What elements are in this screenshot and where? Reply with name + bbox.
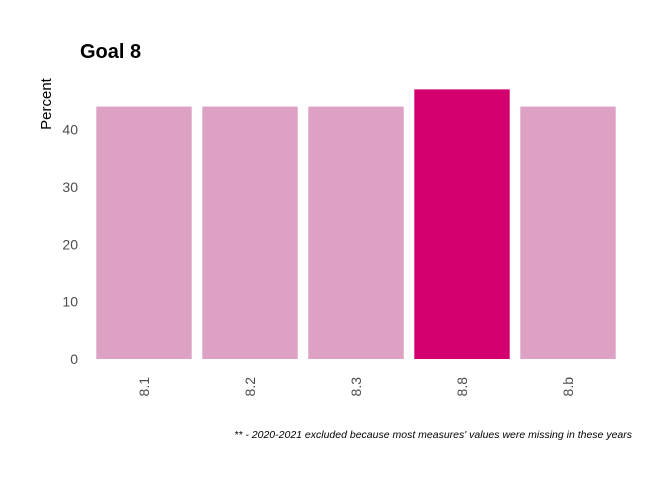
y-tick-label: 40 (62, 122, 78, 138)
y-axis: 0 10 20 30 40 (62, 122, 78, 367)
y-tick-label: 30 (62, 179, 78, 195)
bars (96, 89, 616, 360)
chart-title: Goal 8 (80, 41, 141, 63)
x-axis: 8.1 8.2 8.3 8.8 8.b (136, 377, 576, 397)
x-tick-label: 8.8 (454, 377, 470, 397)
x-tick-label: 8.b (560, 377, 576, 397)
y-axis-title: Percent (38, 77, 55, 130)
bar-8-b (520, 106, 616, 359)
x-tick-label: 8.3 (348, 377, 364, 397)
bar-8-1 (96, 106, 192, 359)
x-tick-label: 8.1 (136, 377, 152, 397)
y-tick-label: 20 (62, 236, 78, 252)
y-tick-label: 10 (62, 294, 78, 310)
footnote: ** - 2020-2021 excluded because most mea… (234, 429, 632, 441)
bar-8-3 (308, 106, 404, 359)
bar-8-2 (202, 106, 298, 359)
y-tick-label: 0 (70, 351, 78, 367)
x-tick-label: 8.2 (242, 377, 258, 397)
bar-8-8 (414, 89, 510, 360)
